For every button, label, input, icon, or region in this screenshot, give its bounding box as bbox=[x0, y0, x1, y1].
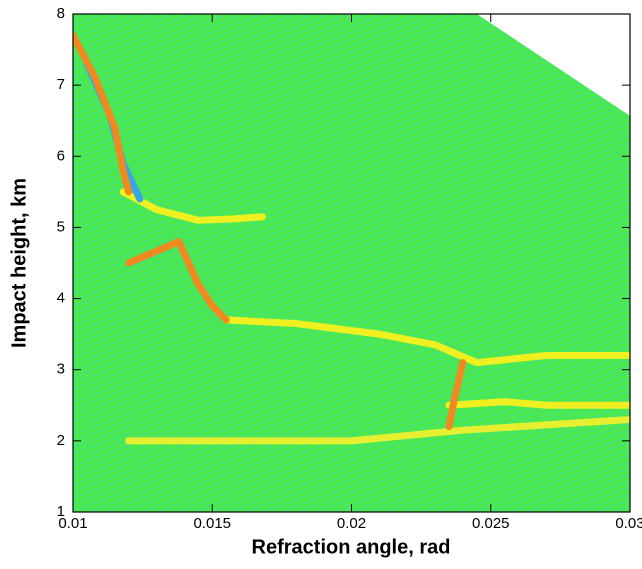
field-texture bbox=[73, 14, 630, 512]
ridge bbox=[445, 398, 630, 409]
y-tick-label: 7 bbox=[57, 76, 65, 93]
domain-edge bbox=[476, 14, 630, 116]
y-tick-label: 5 bbox=[57, 218, 65, 235]
x-tick-label: 0.015 bbox=[193, 515, 231, 532]
x-axis-label: Refraction angle, rad bbox=[252, 536, 451, 558]
x-tick-label: 0.025 bbox=[472, 515, 510, 532]
ridge bbox=[445, 359, 467, 431]
ridge bbox=[119, 188, 266, 224]
y-axis-label: Impact height, km bbox=[8, 178, 30, 348]
y-tick-label: 1 bbox=[57, 503, 65, 520]
y-tick-label: 8 bbox=[57, 5, 65, 22]
y-tick-label: 3 bbox=[57, 361, 65, 378]
x-tick-label: 0.01 bbox=[58, 515, 87, 532]
x-tick-label: 0.03 bbox=[615, 515, 642, 532]
ridge bbox=[222, 316, 630, 367]
ridge bbox=[73, 31, 133, 196]
x-tick-label: 0.02 bbox=[337, 515, 366, 532]
ridge bbox=[125, 416, 630, 445]
ridge bbox=[125, 238, 230, 324]
plot-area bbox=[73, 14, 630, 512]
y-tick-label: 2 bbox=[57, 432, 65, 449]
y-tick-label: 4 bbox=[57, 290, 65, 307]
y-tick-label: 6 bbox=[57, 147, 65, 164]
